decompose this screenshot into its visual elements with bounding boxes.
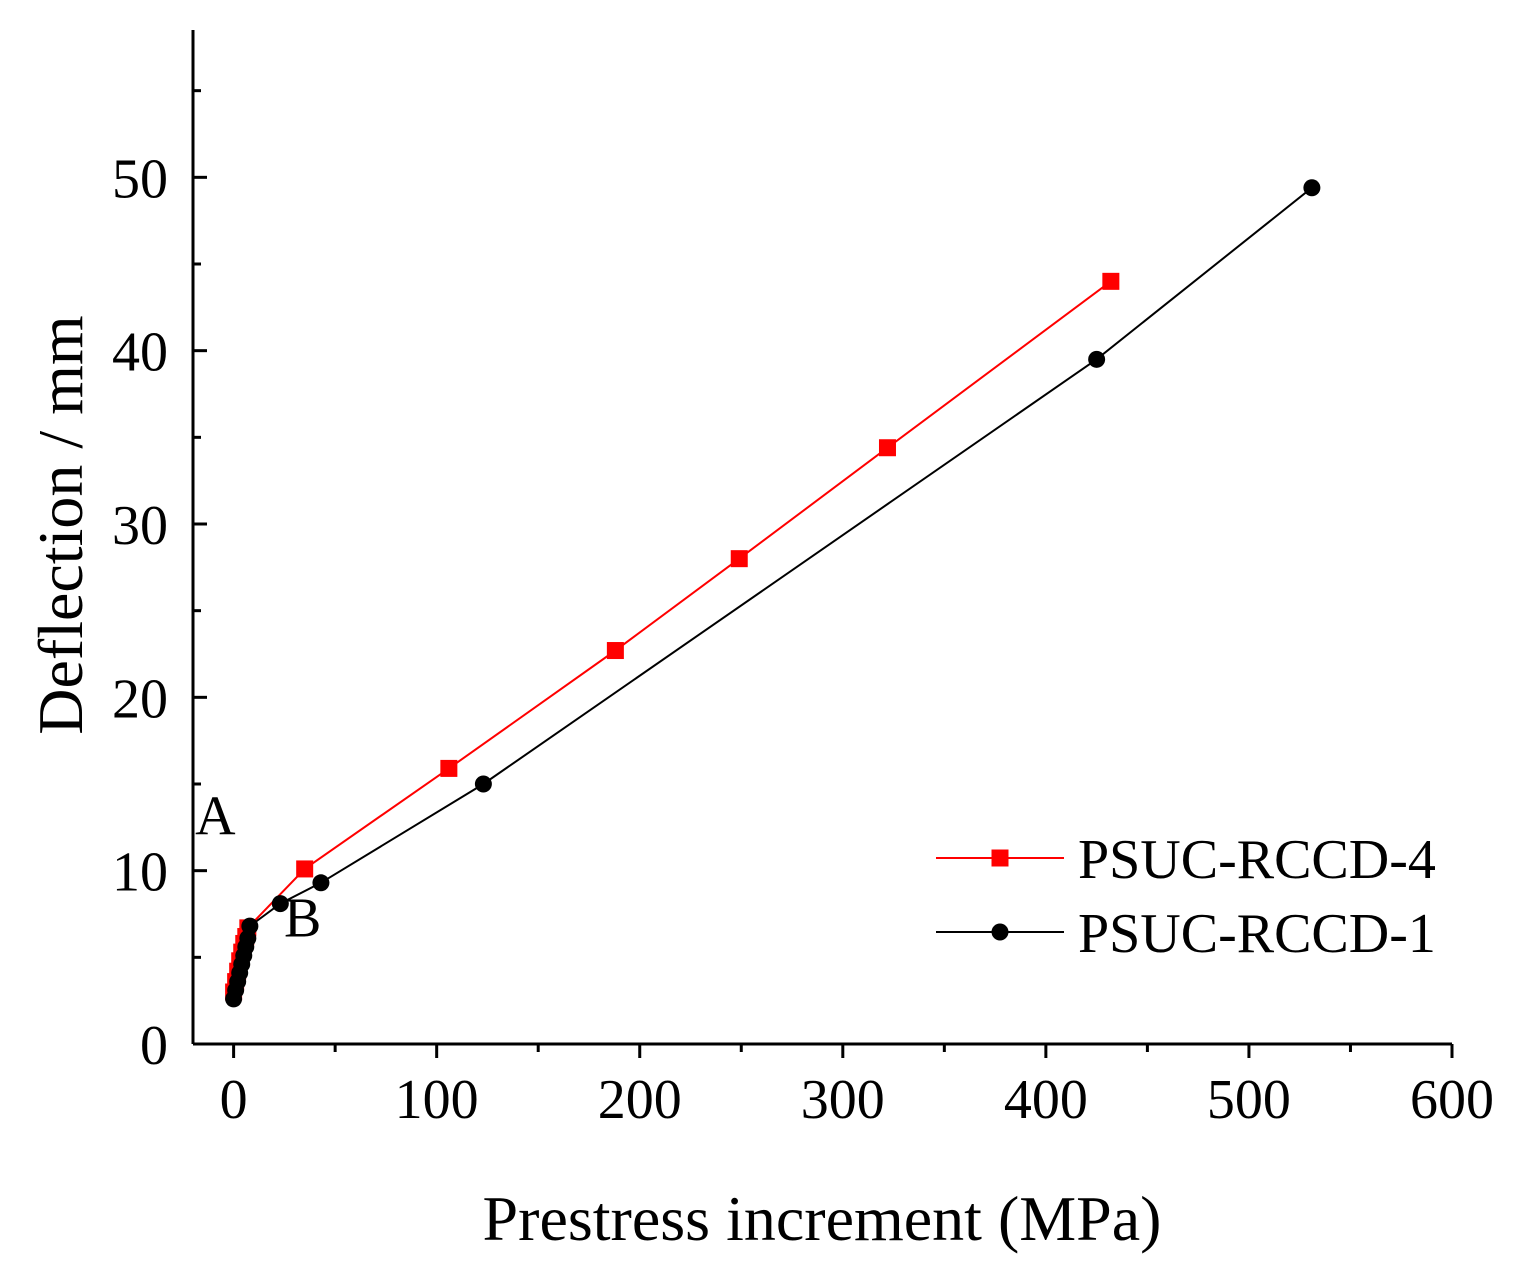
- legend: PSUC-RCCD-4 PSUC-RCCD-1: [936, 829, 1436, 965]
- legend-label: PSUC-RCCD-4: [1078, 829, 1436, 891]
- y-axis-label: Deflection / mm: [25, 315, 96, 734]
- x-tick-label: 0: [220, 1069, 248, 1131]
- series-line-1: [232, 280, 1112, 993]
- x-tick-label: 300: [801, 1069, 885, 1131]
- legend-marker-square: [991, 849, 1009, 867]
- data-point-square: [730, 550, 748, 568]
- x-tick-label: 500: [1207, 1069, 1291, 1131]
- legend-label: PSUC-RCCD-1: [1078, 903, 1436, 965]
- data-point-square: [606, 642, 624, 660]
- legend-marker-circle: [991, 923, 1009, 941]
- y-tick-label: 40: [112, 322, 168, 384]
- data-point-square: [1102, 272, 1120, 290]
- x-tick-label: 400: [1004, 1069, 1088, 1131]
- axes: [191, 30, 1454, 1058]
- x-tick-label: 200: [598, 1069, 682, 1131]
- series-markers: [225, 179, 1321, 1008]
- annotation-label: A: [195, 785, 236, 847]
- y-tick-label: 20: [112, 668, 168, 730]
- annotation-label: B: [284, 888, 321, 950]
- x-tick-label: 600: [1410, 1069, 1494, 1131]
- annotations: AB: [195, 785, 321, 949]
- data-point-circle: [241, 917, 259, 935]
- y-tick-label: 50: [112, 148, 168, 210]
- y-tick-label: 30: [112, 495, 168, 557]
- tick-labels: 0 100 200 300 400 500 600 0 10 20 30 40 50: [112, 148, 1494, 1131]
- data-point-square: [296, 860, 314, 878]
- data-point-circle: [1088, 350, 1106, 368]
- data-point-circle: [474, 775, 492, 793]
- x-tick-label: 100: [395, 1069, 479, 1131]
- data-point-square: [440, 759, 458, 777]
- data-point-circle: [312, 874, 330, 892]
- data-point-circle: [1303, 179, 1321, 197]
- y-tick-label: 0: [140, 1015, 168, 1077]
- data-point-circle: [271, 895, 289, 913]
- y-tick-label: 10: [112, 842, 168, 904]
- x-axis-label: Prestress increment (MPa): [483, 1183, 1162, 1254]
- data-point-square: [878, 439, 896, 457]
